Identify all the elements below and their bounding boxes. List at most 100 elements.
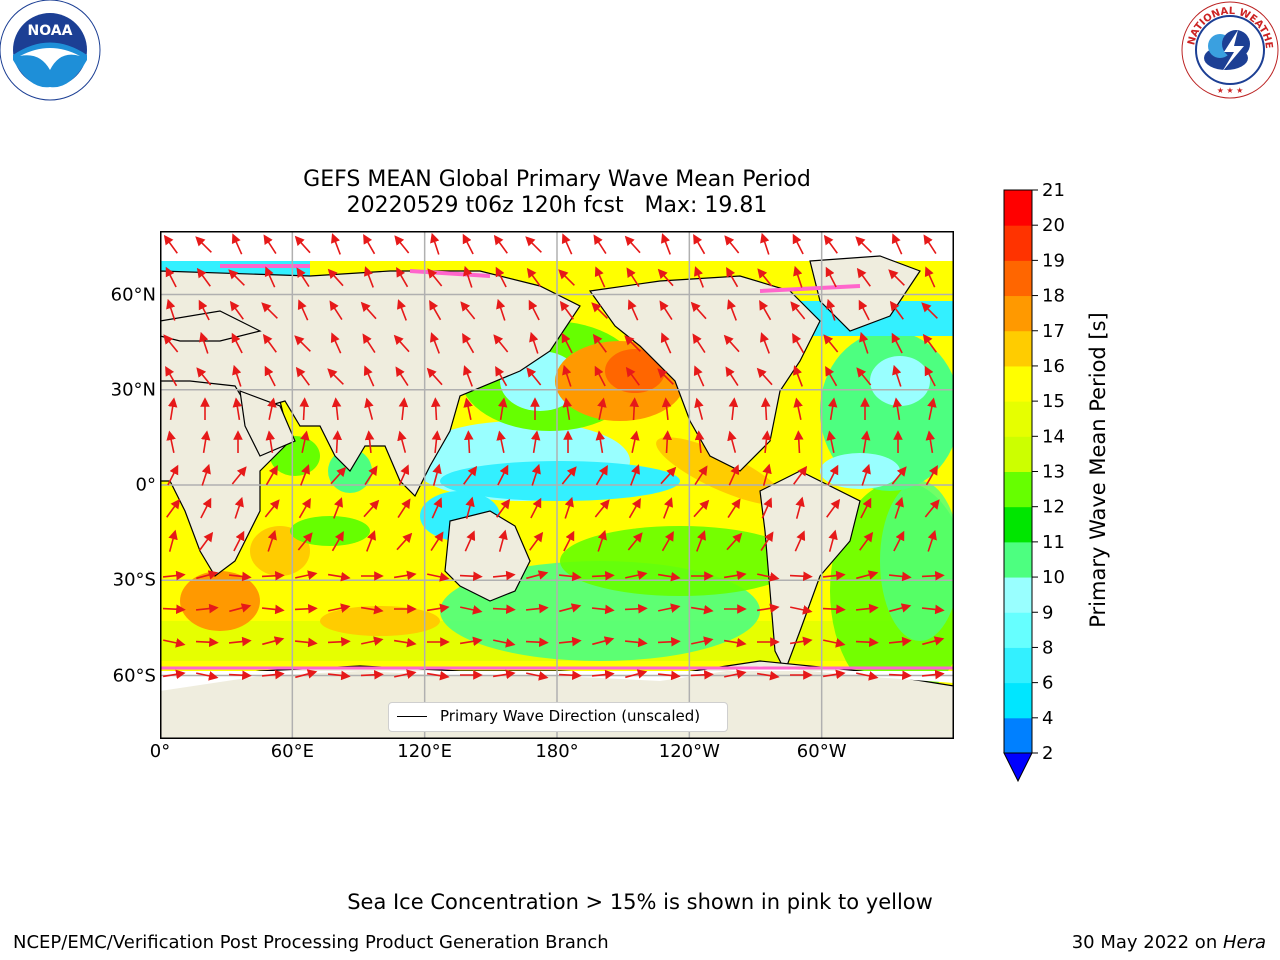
wave-direction-arrow — [657, 268, 674, 287]
wave-direction-arrow — [199, 531, 214, 551]
wave-direction-arrow — [396, 532, 413, 551]
wave-direction-arrows — [162, 232, 945, 681]
y-tick-label: 30°S — [112, 569, 156, 591]
colorbar-tick-label: 16 — [1042, 356, 1065, 377]
wave-direction-arrow — [657, 571, 681, 582]
wave-direction-arrow — [891, 332, 903, 354]
indian-ocean-orange — [180, 571, 260, 631]
legend-line-swatch — [397, 716, 427, 717]
wave-direction-arrow — [229, 300, 244, 320]
wave-direction-arrow — [261, 570, 285, 581]
wave-direction-arrow — [624, 335, 641, 352]
wave-direction-arrow — [822, 604, 846, 615]
wave-direction-arrow — [597, 529, 607, 552]
colorbar-segment — [1004, 190, 1032, 226]
wave-direction-arrow — [196, 671, 219, 681]
colorbar-segment — [1004, 682, 1032, 719]
wave-direction-arrow — [690, 301, 707, 320]
wave-direction-arrow — [859, 531, 874, 551]
wave-direction-arrow — [297, 532, 313, 551]
wave-direction-arrow — [624, 637, 648, 648]
wave-direction-arrow — [327, 636, 351, 647]
wave-direction-arrow — [888, 269, 905, 286]
wave-direction-arrow — [329, 300, 343, 320]
colorbar-segment — [1004, 295, 1032, 332]
wave-direction-arrow — [463, 265, 473, 288]
wave-direction-arrow — [167, 464, 179, 486]
wave-direction-arrow — [396, 267, 409, 288]
wave-direction-arrow — [591, 570, 615, 581]
colorbar-tick-label: 6 — [1042, 673, 1053, 694]
credit-line: NCEP/EMC/Verification Post Processing Pr… — [13, 932, 609, 953]
wave-direction-arrow — [331, 397, 342, 421]
wave-direction-arrow — [855, 603, 879, 614]
wave-direction-arrow — [660, 332, 672, 354]
wave-direction-arrow — [894, 496, 904, 519]
wave-direction-arrow — [162, 604, 186, 615]
wave-direction-arrow — [591, 604, 615, 615]
colorbar-segment — [1004, 717, 1032, 754]
wave-direction-arrow — [394, 669, 417, 679]
colorbar-label: Primary Wave Mean Period [s] — [1086, 312, 1110, 628]
wave-direction-arrow — [331, 531, 344, 552]
wave-direction-arrow — [529, 331, 539, 354]
wave-direction-arrow — [364, 465, 378, 485]
wave-direction-arrow — [195, 637, 219, 648]
x-tick-label: 120°W — [658, 741, 720, 762]
wave-direction-arrow — [823, 638, 846, 648]
wave-direction-arrow — [166, 298, 176, 321]
wave-direction-arrow — [294, 335, 311, 352]
wave-direction-arrow — [330, 466, 347, 485]
wave-direction-arrow — [562, 397, 573, 421]
wave-direction-arrow — [693, 499, 710, 518]
wave-direction-arrow — [228, 571, 252, 582]
wave-direction-arrow — [360, 669, 384, 680]
wave-direction-arrow — [727, 430, 737, 453]
wave-direction-arrow — [327, 571, 351, 582]
wave-direction-arrow — [626, 267, 640, 287]
colorbar-tick-label: 15 — [1042, 391, 1065, 412]
wave-direction-arrow — [167, 397, 178, 421]
wave-direction-arrow — [463, 430, 474, 454]
x-tick-label: 0° — [149, 741, 171, 762]
wave-direction-arrow — [594, 365, 606, 387]
colorbar-segment — [1004, 612, 1032, 648]
south-pacific-green-2 — [560, 526, 800, 596]
wave-direction-arrow — [661, 233, 671, 255]
wave-direction-arrow — [296, 267, 310, 287]
wave-direction-arrow — [760, 397, 771, 421]
wave-direction-arrow — [925, 430, 936, 454]
wave-direction-arrow — [856, 671, 879, 681]
legend-label: Primary Wave Direction (unscaled) — [440, 707, 701, 725]
wave-direction-arrow — [233, 530, 245, 552]
wave-direction-arrow — [200, 430, 211, 454]
wave-direction-arrow — [261, 302, 278, 319]
wave-direction-arrow — [826, 498, 841, 518]
wave-direction-arrow — [925, 465, 938, 486]
wave-direction-arrow — [332, 430, 343, 454]
wave-direction-arrow — [793, 430, 804, 454]
wave-direction-arrow — [761, 497, 773, 519]
wave-direction-arrow — [393, 570, 417, 581]
indian-ocean-green — [290, 516, 370, 546]
wave-direction-arrow — [725, 366, 739, 386]
wave-direction-arrow — [299, 397, 310, 421]
wave-direction-arrow — [432, 463, 442, 486]
colorbar: 2 4 6 8 9 10 11 12 13 14 15 16 17 18 19 20 21 — [990, 180, 1150, 790]
wave-direction-arrow — [892, 397, 903, 421]
wave-direction-arrow — [823, 334, 839, 353]
x-tick-label: 60°W — [796, 741, 847, 762]
wave-direction-arrow — [696, 530, 706, 552]
wave-direction-arrow — [397, 299, 407, 321]
wave-direction-arrow — [264, 266, 276, 288]
wave-direction-arrow — [825, 266, 837, 288]
wave-direction-arrow — [201, 463, 211, 486]
wave-direction-arrow — [727, 299, 737, 321]
wave-direction-arrow — [558, 269, 575, 286]
wave-direction-arrow — [723, 570, 747, 581]
colorbar-tick-label: 9 — [1042, 602, 1053, 623]
wave-direction-arrow — [526, 367, 542, 386]
wave-direction-arrow — [393, 334, 410, 353]
wave-direction-arrow — [364, 397, 374, 420]
wave-direction-arrow — [793, 265, 803, 288]
